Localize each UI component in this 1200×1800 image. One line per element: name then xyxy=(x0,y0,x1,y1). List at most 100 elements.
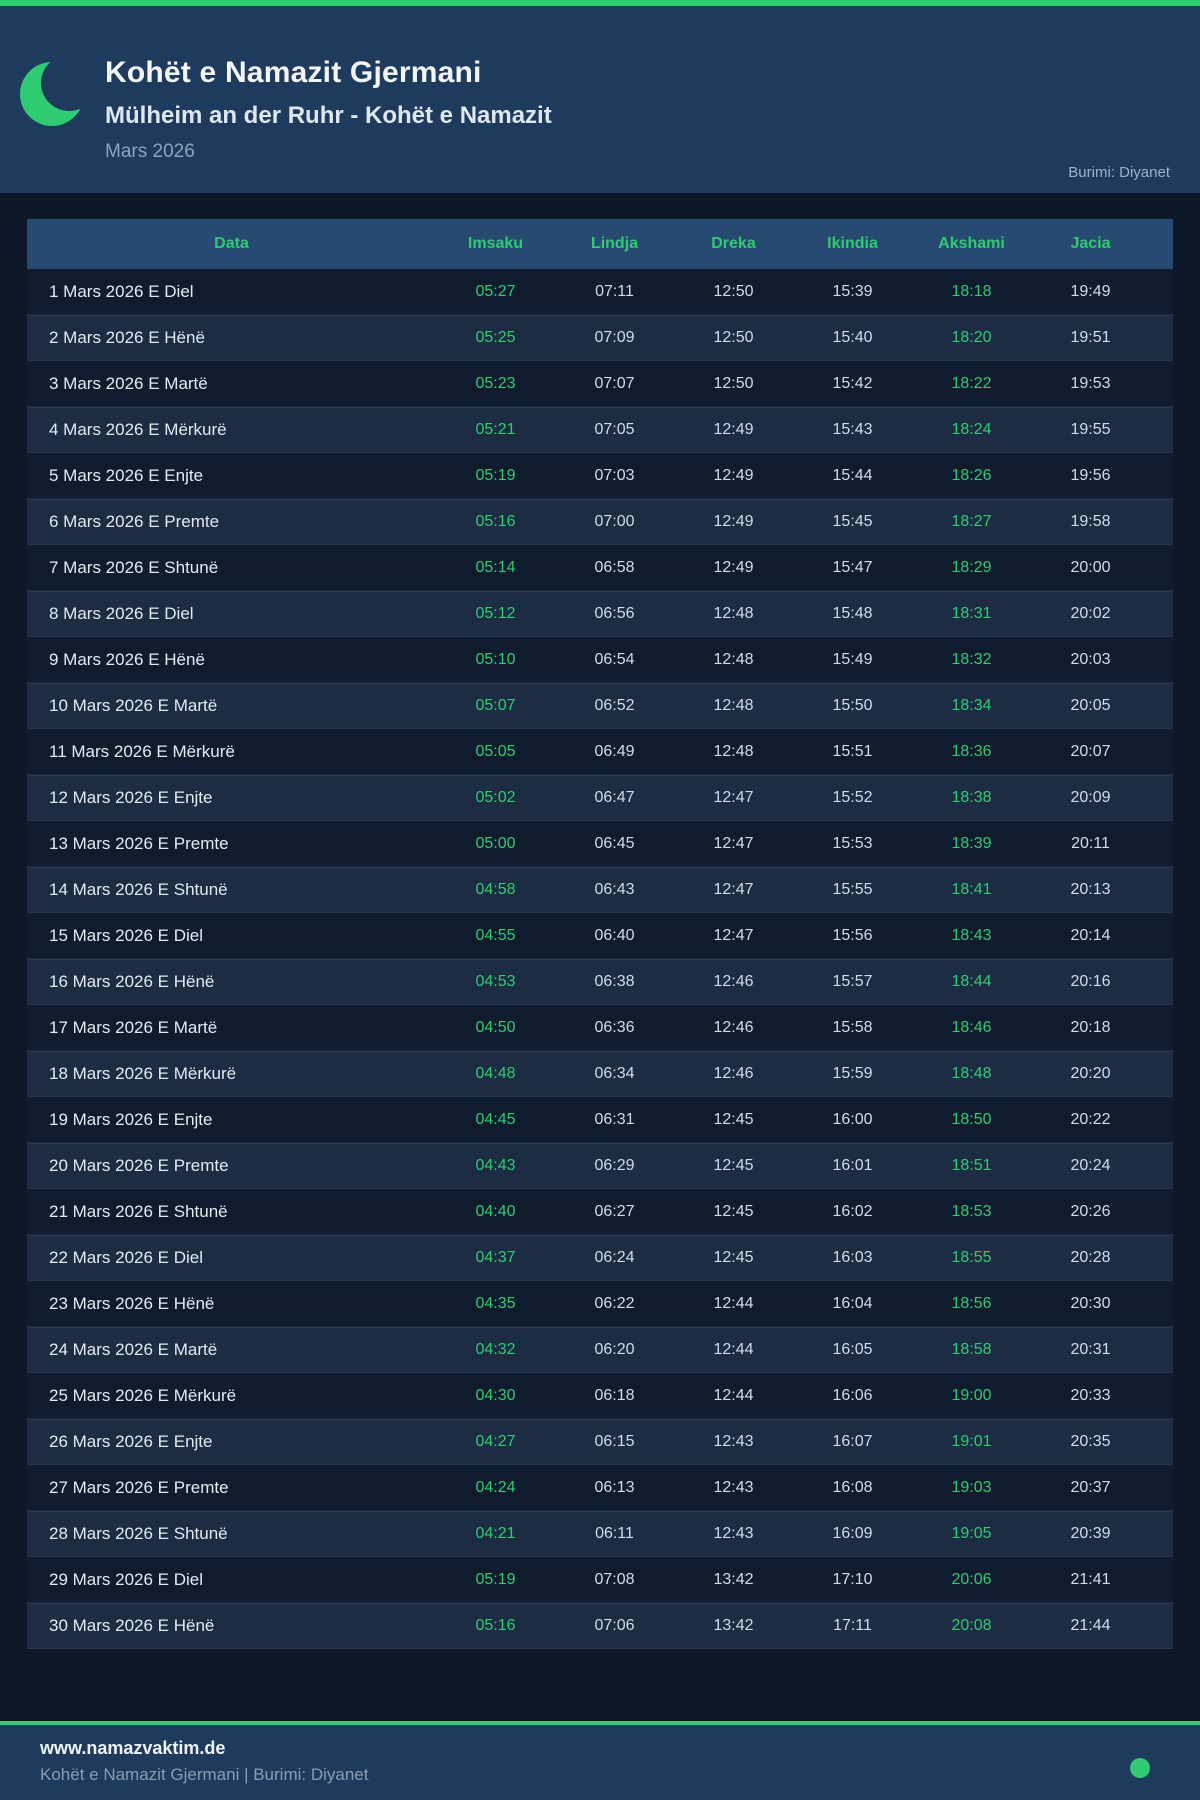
date-cell: 10 Mars 2026 E Martë xyxy=(49,696,218,715)
time-cell-akshami: 20:06 xyxy=(951,1570,992,1588)
time-cell-imsaku: 05:19 xyxy=(475,466,516,484)
time-cell-dreka: 12:44 xyxy=(713,1341,754,1358)
table-row: 9 Mars 2026 E Hënë 05:10 06:54 12:48 15:49 18… xyxy=(27,637,1173,683)
time-cell-ikindia: 15:50 xyxy=(832,697,873,714)
time-cell-dreka: 12:45 xyxy=(713,1202,754,1220)
date-cell: 15 Mars 2026 E Diel xyxy=(49,925,204,945)
time-cell-lindja: 06:52 xyxy=(594,697,635,714)
time-cell-imsaku: 04:35 xyxy=(475,1294,516,1312)
page-header: Kohët e Namazit Gjermani Mülheim an der … xyxy=(0,6,1200,193)
time-cell-dreka: 13:42 xyxy=(713,1617,754,1634)
time-cell-lindja: 06:43 xyxy=(594,881,635,898)
column-header-akshami: Akshami xyxy=(938,235,1005,252)
table-row: 14 Mars 2026 E Shtunë 04:58 06:43 12:47 15:5… xyxy=(27,867,1173,913)
time-cell-imsaku: 04:24 xyxy=(475,1478,516,1496)
time-cell-imsaku: 05:07 xyxy=(475,697,516,714)
time-cell-lindja: 06:36 xyxy=(594,1018,635,1036)
time-cell-lindja: 07:11 xyxy=(595,282,634,300)
footer-tagline: Kohët e Namazit Gjermani | Burimi: Diyan… xyxy=(40,1765,369,1784)
time-cell-akshami: 18:26 xyxy=(951,466,992,484)
time-cell-jacia: 20:37 xyxy=(1070,1478,1111,1496)
time-cell-lindja: 07:06 xyxy=(594,1617,635,1634)
time-cell-imsaku: 04:30 xyxy=(475,1386,516,1404)
time-cell-jacia: 20:18 xyxy=(1070,1018,1111,1036)
time-cell-jacia: 20:33 xyxy=(1070,1386,1111,1404)
column-header-jacia: Jacia xyxy=(1070,235,1111,252)
time-cell-ikindia: 15:40 xyxy=(832,329,873,346)
date-cell: 9 Mars 2026 E Hënë xyxy=(49,649,205,669)
time-cell-jacia: 20:35 xyxy=(1070,1433,1111,1450)
time-cell-dreka: 12:49 xyxy=(713,466,754,484)
time-cell-akshami: 18:24 xyxy=(951,421,992,438)
time-cell-dreka: 13:42 xyxy=(713,1570,754,1588)
time-cell-akshami: 18:43 xyxy=(951,926,992,944)
website-link[interactable]: www.namazvaktim.de xyxy=(40,1738,226,1758)
time-cell-akshami: 18:27 xyxy=(951,513,992,530)
time-cell-ikindia: 15:49 xyxy=(832,650,873,668)
date-cell: 22 Mars 2026 E Diel xyxy=(49,1248,204,1267)
time-cell-lindja: 07:00 xyxy=(594,513,635,530)
table-row: 19 Mars 2026 E Enjte 04:45 06:31 12:45 16:00… xyxy=(27,1097,1173,1143)
time-cell-ikindia: 15:47 xyxy=(832,558,873,576)
date-cell: 6 Mars 2026 E Premte xyxy=(49,512,220,531)
table-row: 30 Mars 2026 E Hënë 05:16 07:06 13:42 17:11 2… xyxy=(27,1603,1173,1649)
date-cell: 29 Mars 2026 E Diel xyxy=(49,1569,204,1589)
time-cell-dreka: 12:50 xyxy=(713,329,754,346)
time-cell-akshami: 18:53 xyxy=(951,1202,992,1220)
table-row: 22 Mars 2026 E Diel 04:37 06:24 12:45 16:03 1… xyxy=(27,1235,1173,1281)
time-cell-ikindia: 15:53 xyxy=(832,834,873,852)
time-cell-imsaku: 05:12 xyxy=(475,605,516,622)
time-cell-jacia: 20:22 xyxy=(1070,1110,1111,1128)
time-cell-akshami: 18:48 xyxy=(951,1065,992,1082)
time-cell-ikindia: 15:55 xyxy=(832,881,873,898)
time-cell-jacia: 20:14 xyxy=(1070,926,1111,944)
time-cell-ikindia: 15:48 xyxy=(832,605,873,622)
time-cell-imsaku: 04:50 xyxy=(475,1018,516,1036)
time-cell-lindja: 07:05 xyxy=(594,421,635,438)
time-cell-dreka: 12:43 xyxy=(713,1525,754,1542)
time-cell-akshami: 19:01 xyxy=(951,1433,992,1450)
time-cell-ikindia: 15:52 xyxy=(832,789,873,806)
time-cell-akshami: 18:38 xyxy=(951,789,992,806)
month-label: Mars 2026 xyxy=(105,141,195,162)
time-cell-jacia: 20:28 xyxy=(1070,1249,1111,1266)
column-header-imsaku: Imsaku xyxy=(467,235,524,252)
time-cell-dreka: 12:47 xyxy=(713,926,754,944)
time-cell-jacia: 20:16 xyxy=(1070,973,1111,990)
time-cell-jacia: 20:31 xyxy=(1070,1341,1111,1358)
time-cell-lindja: 07:03 xyxy=(594,466,635,484)
date-cell: 20 Mars 2026 E Premte xyxy=(49,1156,229,1175)
green-dot-icon xyxy=(1130,1758,1150,1778)
time-cell-lindja: 06:45 xyxy=(594,834,635,852)
time-cell-dreka: 12:48 xyxy=(713,697,754,714)
footer-accent-line xyxy=(0,1721,1200,1725)
time-cell-imsaku: 04:53 xyxy=(475,973,516,990)
time-cell-ikindia: 16:08 xyxy=(832,1478,873,1496)
time-cell-lindja: 06:58 xyxy=(594,558,635,576)
time-cell-dreka: 12:50 xyxy=(713,282,754,300)
time-cell-akshami: 20:08 xyxy=(951,1617,992,1634)
time-cell-dreka: 12:48 xyxy=(713,650,754,668)
table-row: 12 Mars 2026 E Enjte 05:02 06:47 12:47 15:52… xyxy=(27,775,1173,821)
time-cell-ikindia: 16:01 xyxy=(832,1157,873,1174)
time-cell-akshami: 19:05 xyxy=(951,1525,992,1542)
time-cell-imsaku: 05:16 xyxy=(475,513,516,530)
time-cell-imsaku: 04:40 xyxy=(475,1202,516,1220)
time-cell-jacia: 19:56 xyxy=(1070,466,1111,484)
time-cell-akshami: 18:56 xyxy=(951,1294,992,1312)
time-cell-jacia: 19:53 xyxy=(1070,374,1111,392)
date-cell: 13 Mars 2026 E Premte xyxy=(49,833,229,853)
table-row: 26 Mars 2026 E Enjte 04:27 06:15 12:43 16:07… xyxy=(27,1419,1173,1465)
time-cell-imsaku: 04:55 xyxy=(475,926,516,944)
time-cell-dreka: 12:49 xyxy=(713,513,754,530)
table-row: 10 Mars 2026 E Martë 05:07 06:52 12:48 15:50… xyxy=(27,683,1173,729)
time-cell-imsaku: 05:16 xyxy=(475,1617,516,1634)
column-header-ikindia: Ikindia xyxy=(827,235,878,252)
date-cell: 24 Mars 2026 E Martë xyxy=(49,1340,218,1359)
table-row: 1 Mars 2026 E Diel 05:27 07:11 12:50 15:39 18… xyxy=(27,269,1173,315)
time-cell-ikindia: 15:51 xyxy=(832,742,873,760)
time-cell-jacia: 20:11 xyxy=(1071,834,1110,852)
time-cell-imsaku: 05:02 xyxy=(475,789,516,806)
table-row: 8 Mars 2026 E Diel 05:12 06:56 12:48 15:48 18… xyxy=(27,591,1173,637)
time-cell-lindja: 06:20 xyxy=(594,1341,635,1358)
